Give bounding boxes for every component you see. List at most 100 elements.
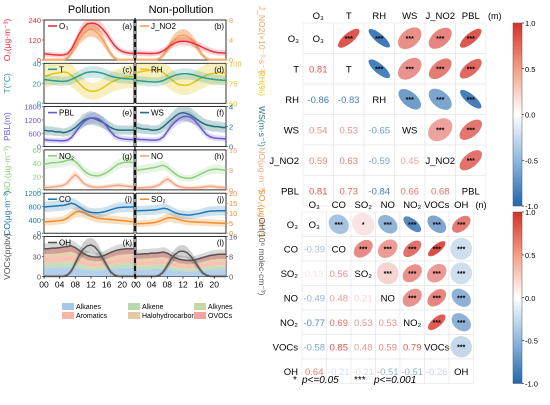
col-header: NO₂: [403, 200, 421, 211]
significance-stars: ***: [467, 127, 475, 134]
corr-value: -0.39: [303, 244, 325, 255]
corr-ellipse: [428, 118, 453, 142]
x-tick-label: 04: [147, 280, 157, 290]
legend-label: NO: [151, 152, 163, 161]
voc-legend-label: Halohydrocarbon: [142, 313, 195, 320]
significance-stars: ***: [457, 295, 465, 302]
ylabel-right: RH(%): [257, 71, 267, 97]
subpanel-frame: [43, 192, 135, 234]
ylabel-left: CO(μg·m⁻³): [2, 190, 12, 235]
corr-ellipse: [398, 57, 422, 80]
row-header: PBL: [281, 186, 299, 197]
voc-legend-swatch: [194, 303, 206, 310]
corr-value: 0.56: [330, 269, 349, 280]
legend-label: T: [59, 65, 64, 74]
corr-value: -0.83: [338, 95, 360, 106]
matrix-cell: [424, 358, 450, 384]
ylabel-right: NO(μg·m⁻³): [257, 147, 267, 192]
x-tick-label: 12: [178, 280, 188, 290]
series-line-left: [43, 117, 135, 142]
series-line-right: [44, 173, 135, 189]
matrix-cell: [394, 144, 426, 176]
corr-ellipse: [398, 27, 422, 50]
voc-area-alkene: [44, 263, 134, 271]
row-header: CO: [284, 244, 298, 255]
row-header: VOCs: [273, 342, 299, 353]
corr-ellipse: [368, 28, 390, 48]
x-tick-label: 16: [194, 280, 204, 290]
series-band-left: [44, 197, 134, 218]
tick-label-left: 1200: [24, 189, 41, 198]
tick-label-right: 16: [229, 233, 237, 242]
significance-stars: ***: [433, 295, 441, 302]
series-band-left: [136, 160, 226, 182]
significance-stars: ***: [433, 271, 441, 278]
matrix-cell: [301, 309, 327, 335]
colorbar: [512, 211, 523, 384]
subpanel-l: (l): [135, 236, 227, 278]
corr-value: 0.45: [401, 156, 420, 167]
tick-label-right: 8: [229, 253, 233, 262]
matrix-cell: [399, 358, 425, 384]
diag-label: OH: [454, 367, 468, 378]
significance-stars: ***: [457, 320, 465, 327]
x-tick-label: 08: [71, 280, 81, 290]
subpanel-k: (k) OH: [43, 236, 135, 278]
corr-value: -0.58: [303, 342, 325, 353]
tick-label-right: 0: [229, 186, 233, 195]
row-header: O₃: [288, 34, 299, 45]
subpanel-g: (g) NO₂: [43, 149, 135, 191]
corr-ellipse: [427, 215, 447, 234]
voc-legend-label: OVOCs: [208, 313, 233, 320]
diag-label: T: [346, 64, 352, 75]
corr-ellipse: [428, 241, 446, 257]
footnote-three-star-text: p<=0.001: [373, 375, 416, 386]
corr-value: -0.77: [303, 318, 325, 329]
panel-tag: (i): [125, 195, 132, 204]
diag-label: CO: [332, 244, 346, 255]
significance-stars: ***: [433, 222, 441, 229]
corr-value: 0.85: [330, 342, 349, 353]
subpanel-d: (d) RH: [135, 62, 227, 104]
series-band-left: [44, 112, 134, 144]
diag-label: NO: [381, 293, 395, 304]
matrix-tag: (m): [488, 11, 502, 21]
diag-label: O₃: [309, 220, 320, 231]
voc-legend-label: Alkanes: [76, 304, 101, 311]
significance-stars: ***: [436, 66, 444, 73]
corr-ellipse: [376, 262, 399, 285]
panel-tag: (e): [122, 109, 132, 118]
voc-legend-swatch: [62, 312, 74, 319]
footnote-one-star: *: [293, 375, 297, 386]
significance-stars: ***: [384, 271, 392, 278]
significance-stars: ***: [457, 271, 465, 278]
significance-stars: ***: [408, 295, 416, 302]
matrix-cell: [394, 114, 426, 146]
corr-ellipse: [353, 239, 373, 258]
col-header: PBL: [462, 11, 480, 22]
voc-area-alkanes: [44, 266, 134, 277]
tick-label-left: 60: [33, 146, 41, 155]
corr-value: -0.51: [377, 367, 399, 378]
row-header: O₃: [287, 220, 298, 231]
panel-tag: (g): [122, 152, 132, 161]
corr-value: -0.26: [426, 367, 448, 378]
colorbar-tick-label: 0.5: [525, 65, 535, 74]
corr-value: -0.86: [307, 95, 329, 106]
matrix-cell: [399, 334, 425, 360]
colorbar-tick-label: -0.5: [525, 156, 538, 165]
ylabel-left: PBL(m): [2, 112, 12, 141]
matrix-cell: [399, 309, 425, 335]
voc-area-alkanes: [136, 268, 226, 277]
corr-ellipse: [428, 88, 452, 110]
matrix-cell: [424, 175, 456, 207]
colorbar-tick-label: -0.5: [525, 337, 538, 346]
panel-tag: (d): [214, 65, 224, 74]
col-header: RH: [372, 11, 386, 22]
tick-label-left: 20: [33, 79, 41, 88]
voc-area-halohydrocarbon: [136, 256, 226, 266]
voc-area-ovocs: [136, 252, 226, 264]
panel-tag: (c): [123, 65, 133, 74]
x-tick-label: 12: [86, 280, 96, 290]
